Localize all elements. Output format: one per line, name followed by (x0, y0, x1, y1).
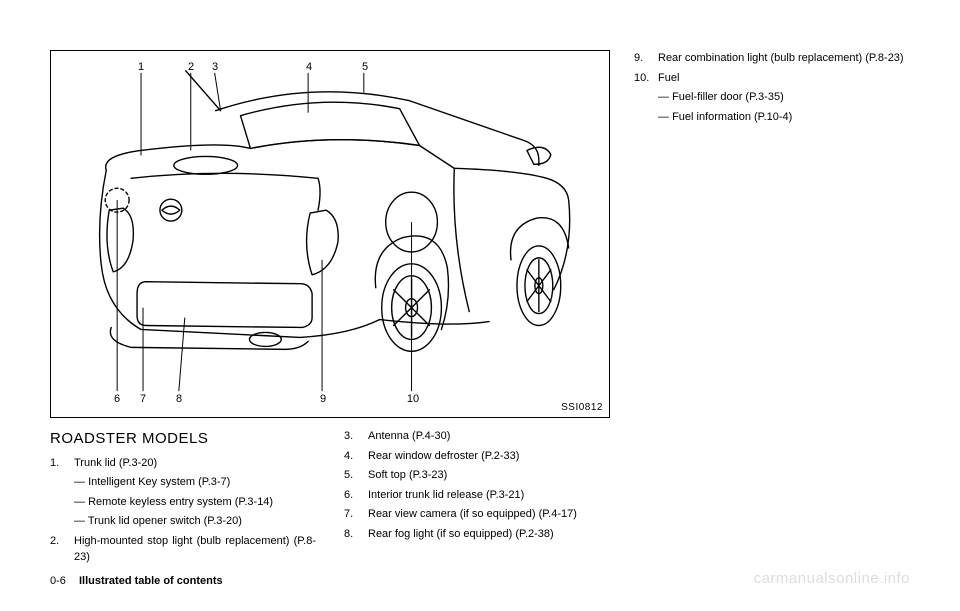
list-item: 6.Interior trunk lid release (P.3-21) (344, 487, 610, 504)
sub-item: Trunk lid opener switch (P.3-20) (50, 513, 316, 530)
item-text: Interior trunk lid release (P.3-21) (368, 487, 610, 504)
list-item: 10. Fuel (634, 70, 910, 87)
manual-page: 1 2 3 4 5 6 7 8 9 10 (0, 0, 960, 611)
item-number: 4. (344, 448, 368, 465)
item-text: Soft top (P.3-23) (368, 467, 610, 484)
page-number: 0-6 (50, 575, 66, 587)
figure-id: SSI0812 (561, 402, 603, 413)
sub-item: Remote keyless entry system (P.3-14) (50, 494, 316, 511)
item-text: High-mounted stop light (bulb replacemen… (74, 533, 316, 566)
list-item: 3.Antenna (P.4-30) (344, 428, 610, 445)
item-text: Trunk lid (P.3-20) (74, 455, 316, 472)
sub-item: Fuel information (P.10-4) (634, 109, 910, 126)
section-title: ROADSTER MODELS (50, 428, 316, 451)
section-name: Illustrated table of contents (79, 575, 223, 587)
item-number: 1. (50, 455, 74, 472)
list-column-3: 9. Rear combination light (bulb replacem… (634, 50, 910, 569)
left-column: 1 2 3 4 5 6 7 8 9 10 (50, 50, 610, 569)
car-illustration (51, 51, 609, 417)
item-number: 3. (344, 428, 368, 445)
item-number: 2. (50, 533, 74, 566)
list-column-2: 3.Antenna (P.4-30) 4.Rear window defrost… (344, 428, 610, 569)
item-number: 10. (634, 70, 658, 87)
page-footer: 0-6 Illustrated table of contents (50, 575, 223, 587)
list-item: 4.Rear window defroster (P.2-33) (344, 448, 610, 465)
item-text: Antenna (P.4-30) (368, 428, 610, 445)
list-item: 2. High-mounted stop light (bulb replace… (50, 533, 316, 566)
item-number: 9. (634, 50, 658, 67)
item-text: Rear window defroster (P.2-33) (368, 448, 610, 465)
item-text: Rear fog light (if so equipped) (P.2-38) (368, 526, 610, 543)
content-columns: 1 2 3 4 5 6 7 8 9 10 (50, 50, 910, 569)
item-text: Rear combination light (bulb replacement… (658, 50, 910, 67)
list-item: 5.Soft top (P.3-23) (344, 467, 610, 484)
item-text: Rear view camera (if so equipped) (P.4-1… (368, 506, 610, 523)
item-text: Fuel (658, 70, 910, 87)
list-item: 1. Trunk lid (P.3-20) (50, 455, 316, 472)
item-number: 7. (344, 506, 368, 523)
item-number: 5. (344, 467, 368, 484)
watermark: carmanualsonline.info (754, 570, 910, 587)
list-item: 9. Rear combination light (bulb replacem… (634, 50, 910, 67)
item-number: 6. (344, 487, 368, 504)
item-number: 8. (344, 526, 368, 543)
below-figure-columns: ROADSTER MODELS 1. Trunk lid (P.3-20) In… (50, 428, 610, 569)
list-column-1: ROADSTER MODELS 1. Trunk lid (P.3-20) In… (50, 428, 316, 569)
vehicle-figure: 1 2 3 4 5 6 7 8 9 10 (50, 50, 610, 418)
list-item: 7.Rear view camera (if so equipped) (P.4… (344, 506, 610, 523)
sub-item: Fuel-filler door (P.3-35) (634, 89, 910, 106)
sub-item: Intelligent Key system (P.3-7) (50, 474, 316, 491)
list-item: 8.Rear fog light (if so equipped) (P.2-3… (344, 526, 610, 543)
